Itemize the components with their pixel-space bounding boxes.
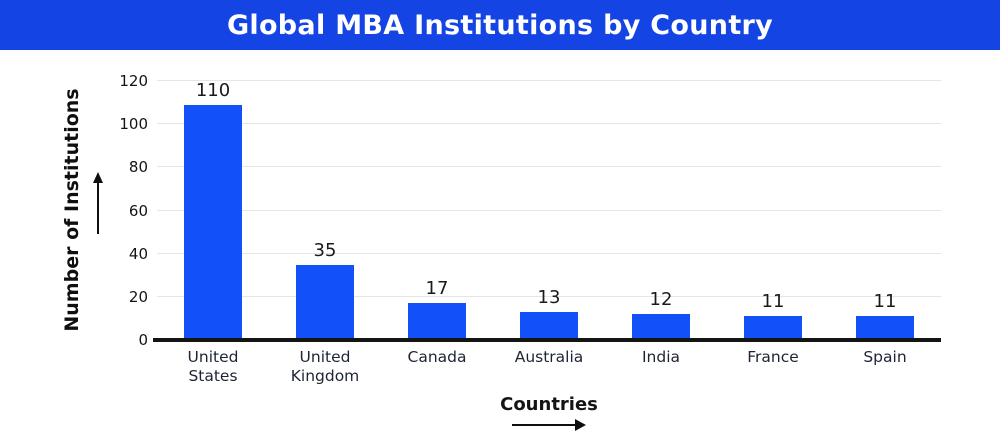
bar-value-label: 13 — [537, 286, 561, 308]
y-axis-tick-label: 80 — [128, 158, 148, 177]
x-axis-category-text: France — [747, 348, 799, 366]
x-axis-category-text: Australia — [514, 348, 584, 366]
arrow-up-shaft — [97, 181, 99, 234]
gridline — [157, 166, 941, 168]
bar — [520, 311, 578, 340]
chart-title-bar: Global MBA Institutions by Country — [0, 0, 1000, 50]
x-axis-category-text: United States — [187, 348, 239, 385]
y-axis-tick-label: 20 — [128, 287, 148, 306]
chart-title: Global MBA Institutions by Country — [226, 9, 774, 41]
gridline — [157, 80, 941, 81]
bars-container: 110 35 17 13 12 11 11 — [157, 81, 941, 340]
x-axis-line — [153, 338, 941, 342]
bar-band: 13 — [493, 81, 605, 340]
bar-value-label: 12 — [649, 289, 673, 311]
x-axis-category-label: United Kingdom — [269, 348, 381, 386]
bar-value-label: 17 — [425, 278, 449, 300]
bar — [744, 316, 802, 340]
bar — [408, 303, 466, 340]
y-axis-tick-label: 120 — [119, 72, 148, 90]
plot-area: 110 35 17 13 12 11 11 — [153, 80, 941, 342]
bar — [632, 314, 690, 340]
arrow-up-head — [93, 172, 103, 183]
x-axis-arrow-icon — [512, 419, 586, 431]
bar-band: 17 — [381, 81, 493, 340]
bar — [184, 105, 242, 340]
x-axis-category-label: Spain — [829, 348, 941, 386]
bar-value-label: 11 — [873, 291, 897, 313]
arrow-right-head — [575, 419, 586, 431]
x-axis-category-label: United States — [157, 348, 269, 386]
y-axis-tick-label: 40 — [128, 244, 148, 263]
arrow-right-shaft — [512, 424, 576, 426]
y-axis-tick-label: 60 — [128, 201, 148, 220]
bar-band: 12 — [605, 81, 717, 340]
x-axis-category-text: United Kingdom — [290, 348, 360, 385]
y-axis-arrow-icon — [92, 172, 104, 234]
gridline — [157, 123, 941, 125]
x-axis-category-label: India — [605, 348, 717, 386]
bar — [856, 316, 914, 340]
bar-value-label: 11 — [761, 291, 785, 313]
x-axis-category-text: India — [641, 348, 681, 366]
x-axis-category-label: France — [717, 348, 829, 386]
y-axis-title: Number of Institutions — [61, 88, 83, 332]
gridline — [157, 252, 941, 254]
x-axis-category-label: Canada — [381, 348, 493, 386]
x-axis-category-text: Canada — [407, 348, 467, 366]
y-axis-tick-label: 0 — [138, 331, 148, 349]
bar-band: 110 — [157, 81, 269, 340]
gridline — [157, 295, 941, 297]
x-axis-category-labels: United States United Kingdom Canada Austral… — [157, 348, 941, 386]
x-axis-title-block: Countries — [157, 395, 941, 431]
bar-value-label: 110 — [195, 80, 231, 101]
bar-band: 35 — [269, 81, 381, 340]
gridline — [157, 209, 941, 211]
bar — [296, 264, 354, 340]
x-axis-category-text: Spain — [863, 348, 907, 366]
x-axis-category-label: Australia — [493, 348, 605, 386]
bar-band: 11 — [829, 81, 941, 340]
x-axis-title: Countries — [500, 394, 598, 415]
bar-value-label: 35 — [313, 239, 337, 261]
y-axis-tick-label: 100 — [119, 115, 148, 134]
bar-band: 11 — [717, 81, 829, 340]
